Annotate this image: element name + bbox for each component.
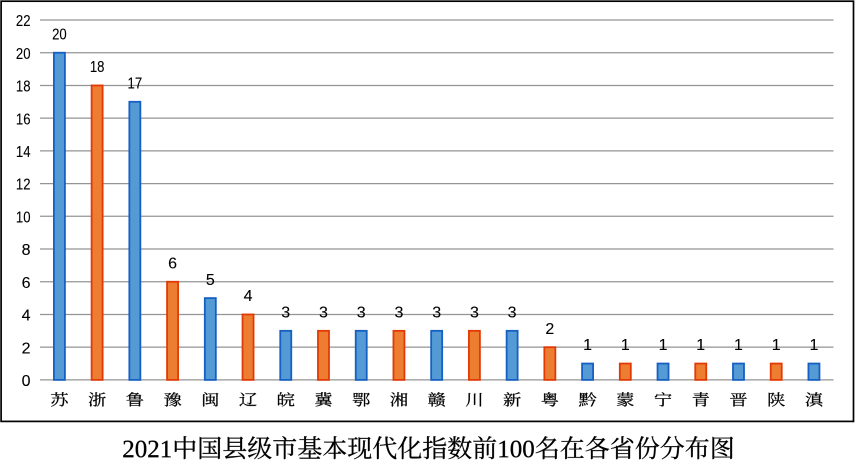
- svg-text:2: 2: [545, 321, 554, 338]
- svg-text:8: 8: [22, 242, 31, 259]
- svg-text:20: 20: [52, 26, 67, 43]
- svg-text:22: 22: [16, 13, 31, 30]
- svg-text:1: 1: [809, 337, 818, 354]
- svg-text:3: 3: [319, 305, 328, 322]
- svg-text:3: 3: [394, 305, 403, 322]
- svg-text:3: 3: [281, 305, 290, 322]
- svg-text:20: 20: [16, 46, 31, 63]
- svg-text:1: 1: [621, 337, 630, 354]
- svg-text:0: 0: [22, 373, 31, 390]
- svg-text:16: 16: [16, 111, 31, 128]
- svg-text:4: 4: [244, 288, 253, 305]
- svg-text:1: 1: [772, 337, 781, 354]
- svg-text:2: 2: [22, 340, 31, 357]
- svg-text:18: 18: [90, 59, 105, 76]
- svg-text:4: 4: [22, 308, 31, 325]
- svg-text:3: 3: [357, 305, 366, 322]
- svg-text:6: 6: [22, 275, 31, 292]
- svg-text:1: 1: [583, 337, 592, 354]
- svg-text:5: 5: [206, 272, 215, 289]
- svg-text:1: 1: [659, 337, 668, 354]
- svg-text:14: 14: [16, 144, 31, 161]
- svg-text:17: 17: [128, 76, 143, 93]
- svg-text:10: 10: [16, 209, 31, 226]
- svg-text:3: 3: [470, 305, 479, 322]
- svg-text:12: 12: [16, 177, 31, 194]
- svg-text:1: 1: [734, 337, 743, 354]
- svg-text:3: 3: [432, 305, 441, 322]
- svg-text:18: 18: [16, 79, 31, 96]
- svg-text:1: 1: [696, 337, 705, 354]
- svg-text:6: 6: [168, 255, 177, 272]
- svg-text:3: 3: [508, 305, 517, 322]
